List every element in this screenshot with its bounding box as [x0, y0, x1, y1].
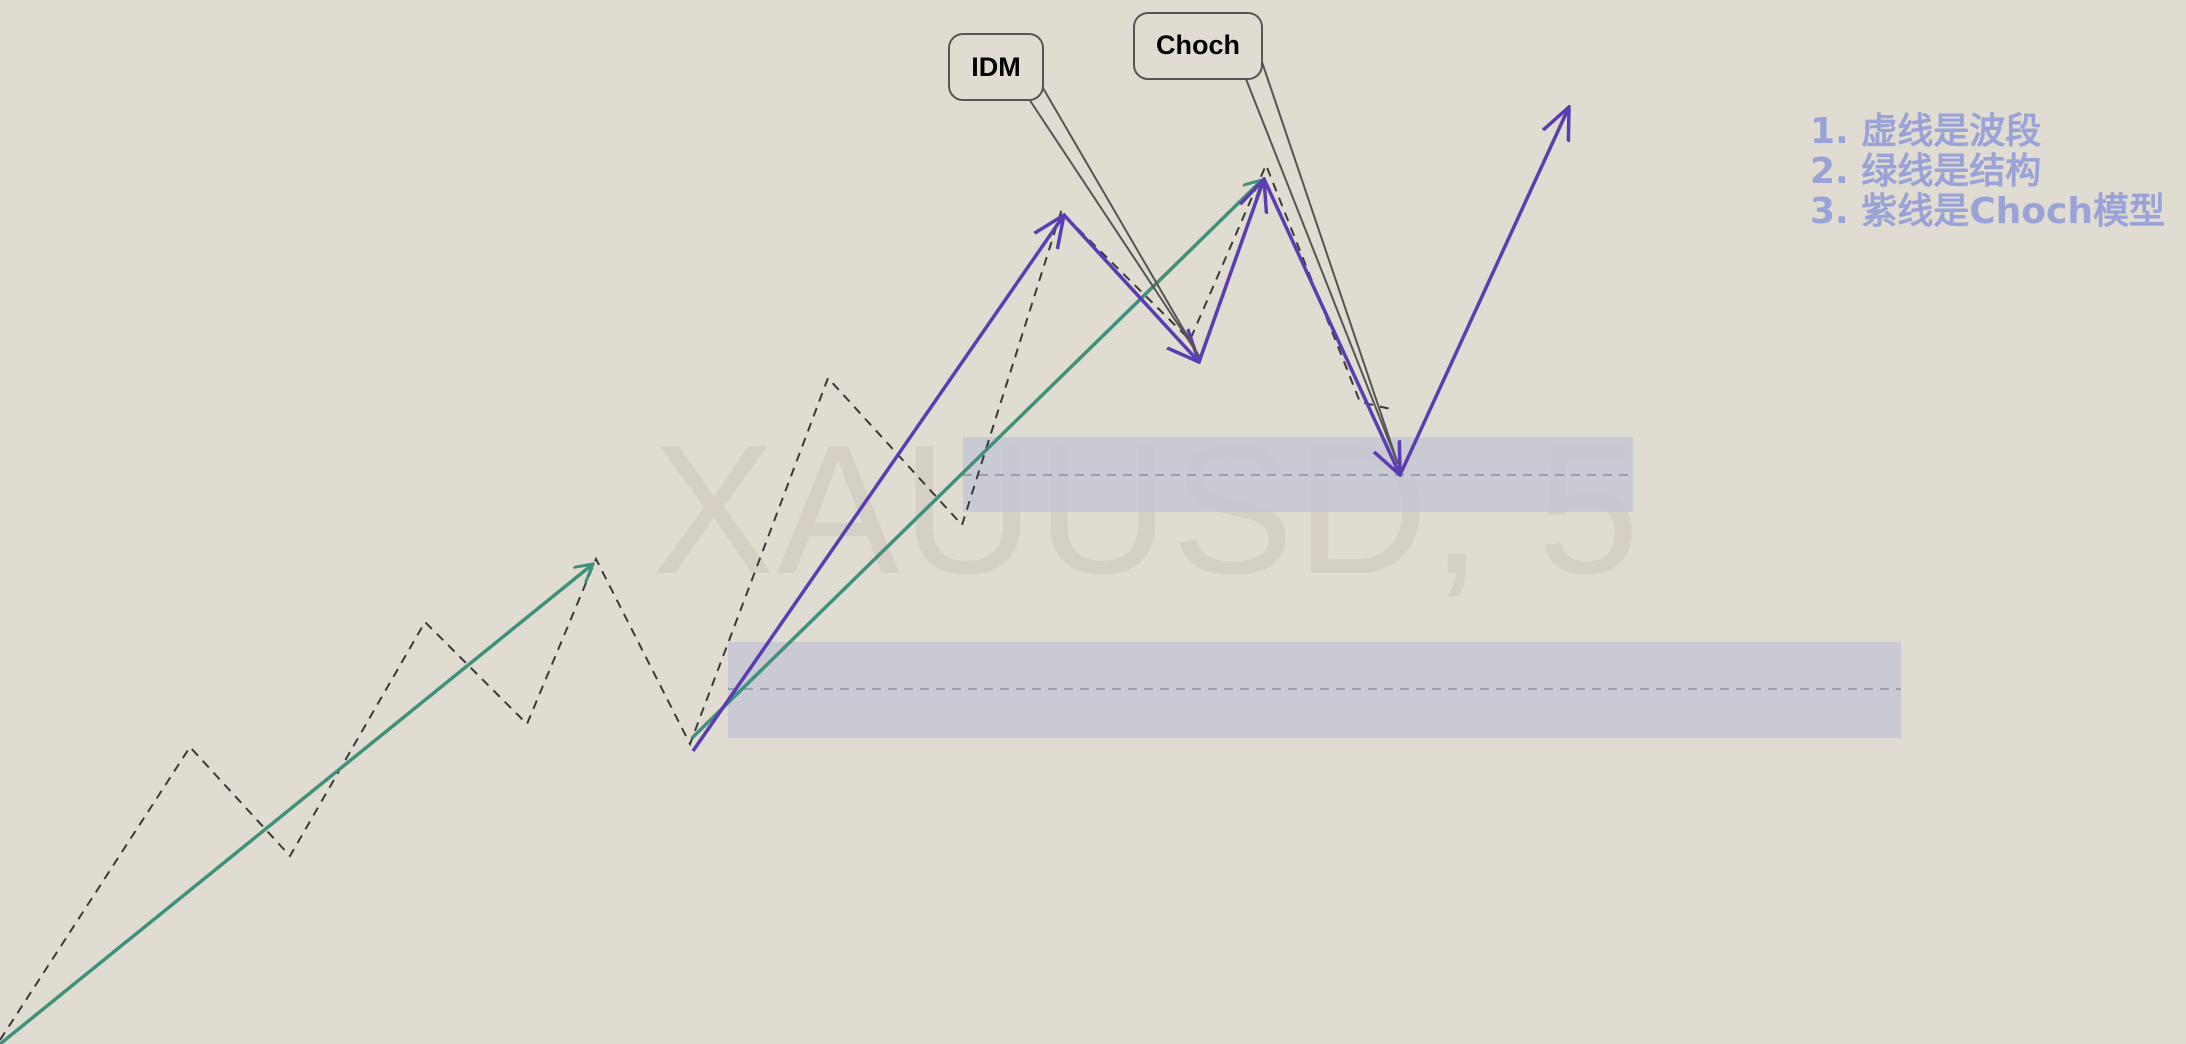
- choch-arrow-1[interactable]: [691, 215, 1064, 752]
- structure-arrow-1[interactable]: [0, 564, 593, 1044]
- idm-pointer-right: [1042, 87, 1200, 357]
- zone-upper[interactable]: [963, 437, 1633, 512]
- choch-arrow-5[interactable]: [1398, 107, 1569, 476]
- zone-lower-box[interactable]: [728, 642, 1901, 738]
- choch-callout[interactable]: Choch: [1133, 12, 1399, 465]
- legend-line-2: 2. 绿线是结构: [1810, 151, 2041, 192]
- choch-arrow-2[interactable]: [1062, 213, 1199, 362]
- zone-lower[interactable]: [728, 642, 1901, 738]
- idm-label-box[interactable]: [948, 33, 1044, 101]
- idm-label: IDM: [971, 52, 1021, 82]
- legend-line-1: 1. 虚线是波段: [1810, 111, 2041, 152]
- swing-dashed-line[interactable]: [0, 162, 1396, 1041]
- idm-callout[interactable]: IDM: [948, 33, 1200, 357]
- choch-arrow-4[interactable]: [1262, 178, 1400, 475]
- legend-notes: 1. 虚线是波段 2. 绿线是结构 3. 紫线是Choch模型: [1810, 111, 2165, 232]
- choch-pointer-right: [1261, 61, 1399, 465]
- zone-upper-box[interactable]: [963, 437, 1633, 512]
- choch-label-box[interactable]: [1133, 12, 1263, 80]
- choch-label: Choch: [1156, 30, 1240, 60]
- legend-line-3: 3. 紫线是Choch模型: [1810, 191, 2165, 232]
- choch-arrow-3[interactable]: [1197, 179, 1264, 363]
- idm-pointer-left: [1028, 98, 1200, 357]
- structure-arrow-2[interactable]: [690, 180, 1262, 740]
- choch-pointer-left: [1245, 78, 1399, 465]
